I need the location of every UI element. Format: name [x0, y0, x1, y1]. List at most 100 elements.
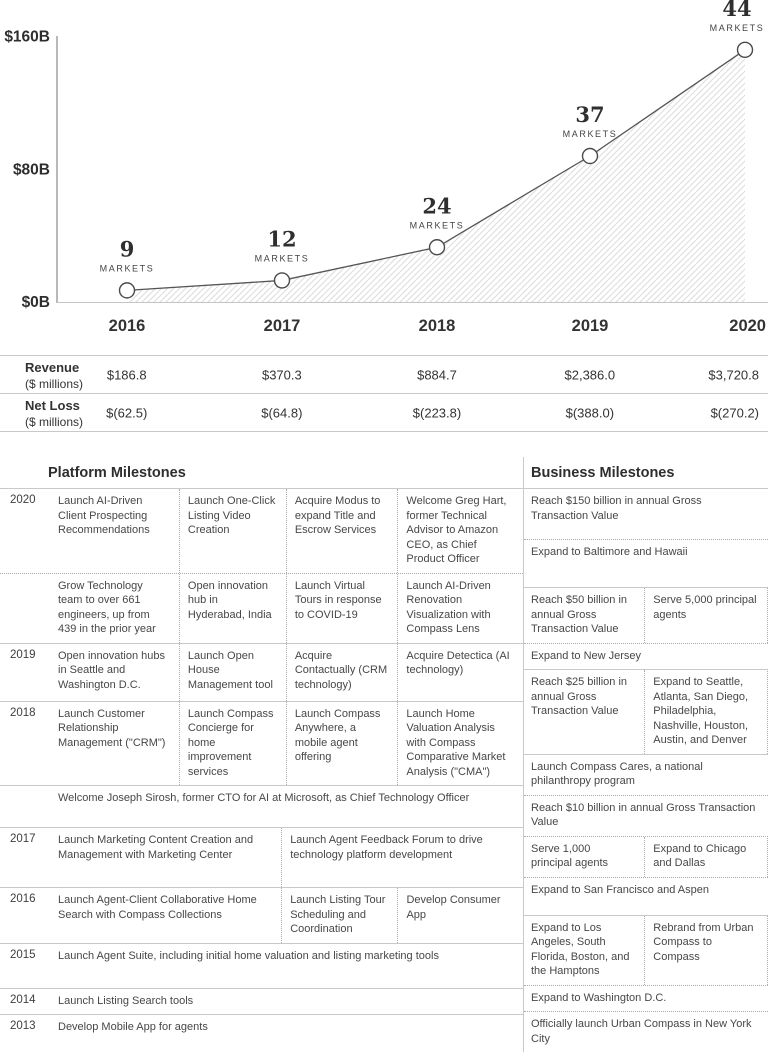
milestone-cells: Develop Mobile App for agents	[50, 1015, 523, 1041]
milestone-cell: Reach $25 billion in annual Gross Transa…	[531, 676, 628, 718]
milestone-cell: Officially launch Urban Compass in New Y…	[531, 1018, 752, 1045]
row-label: Net Loss ($ millions)	[25, 398, 83, 430]
data-point-2018	[428, 239, 446, 256]
milestone-cells: Launch Marketing Content Creation and Ma…	[50, 828, 523, 888]
milestone-cell: Launch One-Click Listing Video Creation	[178, 489, 286, 573]
value-2019: $2,386.0	[564, 367, 616, 382]
year-label: 2017	[10, 833, 36, 846]
milestone-cell: Welcome Joseph Sirosh, former CTO for AI…	[58, 792, 470, 805]
value-2016: $186.8	[106, 367, 147, 382]
milestone-cell: Launch Compass Concierge for home improv…	[178, 701, 286, 786]
markets-word-label: MARKETS	[410, 220, 465, 230]
milestone-cell: Launch Customer Relationship Management …	[58, 707, 166, 749]
milestones-section: Platform Milestones 2020 Launch AI-Driven…	[0, 457, 768, 1052]
x-axis-year-label: 2016	[109, 317, 146, 335]
business-milestone-row: Serve 1,000 principal agents Expand to Ch…	[524, 835, 768, 877]
milestone-cell: Launch AI-Driven Renovation Visualizatio…	[397, 573, 523, 643]
milestone-cell: Launch Home Valuation Analysis with Comp…	[397, 701, 523, 786]
milestone-cell: Launch Listing Search tools	[58, 994, 194, 1007]
year-label	[0, 574, 50, 643]
markets-word-label: MARKETS	[710, 23, 765, 33]
milestone-cell: Acquire Modus to expand Title and Escrow…	[285, 489, 398, 573]
business-milestones-column: Business Milestones Reach $150 billion i…	[524, 457, 768, 1052]
data-point-2019	[581, 147, 599, 165]
platform-milestone-row: Grow Technology team to over 661 enginee…	[0, 572, 523, 643]
markets-count-label: 37	[575, 102, 604, 127]
business-milestone-row: Reach $10 billion in annual Gross Transa…	[524, 794, 768, 836]
row-label-unit: ($ millions)	[25, 414, 84, 429]
milestone-cell: Rebrand from Urban Compass to Compass	[644, 915, 767, 985]
platform-milestone-row: Welcome Joseph Sirosh, former CTO for AI…	[0, 785, 523, 827]
platform-milestone-row-2017: 2017 Launch Marketing Content Creation an…	[0, 827, 523, 888]
revenue-row: Revenue ($ millions) $186.8 $370.3 $884.7 $2,…	[0, 355, 768, 393]
milestone-cell: Welcome Greg Hart, former Technical Advi…	[397, 489, 523, 573]
milestone-cell: Launch Compass Cares, a national philant…	[531, 760, 703, 788]
milestone-cells: Launch Agent Suite, including initial ho…	[50, 944, 523, 988]
y-tick-label: $160B	[4, 29, 50, 46]
financial-summary-table: Revenue ($ millions) $186.8 $370.3 $884.7 $2,…	[0, 355, 768, 432]
milestone-cell: Launch Compass Anywhere, a mobile agent …	[285, 701, 398, 786]
milestone-cells: Open innovation hubs in Seattle and Wash…	[50, 643, 523, 701]
platform-milestones-rows: 2020 Launch AI-Driven Client Prospecting …	[0, 489, 523, 1041]
value-2019: $(388.0)	[565, 405, 615, 420]
net-loss-row: Net Loss ($ millions) $(62.5) $(64.8) $(223.…	[0, 393, 768, 431]
value-2018: $884.7	[417, 367, 457, 382]
row-label-title: Net Loss	[25, 398, 80, 413]
value-2020: $(270.2)	[710, 405, 759, 420]
business-milestone-row: Expand to Los Angeles, South Florida, Bo…	[524, 914, 768, 985]
data-point-2017	[273, 272, 291, 289]
milestone-cell: Open innovation hubs in Seattle and Wash…	[58, 649, 166, 691]
markets-word-label: MARKETS	[100, 263, 155, 273]
milestone-cell: Launch AI-Driven Client Prospecting Reco…	[58, 495, 150, 537]
milestone-cell: Launch Agent Feedback Forum to drive tec…	[281, 828, 523, 888]
milestone-cell: Expand to Seattle, Atlanta, San Diego, P…	[644, 670, 767, 754]
platform-milestone-row-2015: 2015 Launch Agent Suite, including initia…	[0, 942, 523, 988]
platform-milestones-heading: Platform Milestones	[0, 457, 523, 489]
markets-count-label: 9	[120, 236, 135, 261]
data-point-2020	[736, 41, 754, 59]
platform-milestone-row-2018: 2018 Launch Customer Relationship Managem…	[0, 700, 523, 786]
x-axis-year-label: 2017	[264, 317, 301, 335]
milestone-cell: Launch Virtual Tours in response to COVI…	[285, 573, 398, 643]
markets-count-label: 44	[722, 0, 751, 21]
year-label: 2013	[10, 1020, 36, 1033]
milestone-cell: Open innovation hub in Hyderabad, India	[178, 573, 286, 643]
business-milestones-rows: Reach $150 billion in annual Gross Trans…	[524, 489, 768, 1052]
year-label: 2020	[10, 494, 36, 506]
milestone-cells: Welcome Joseph Sirosh, former CTO for AI…	[50, 786, 523, 827]
business-milestone-row: Reach $150 billion in annual Gross Trans…	[524, 489, 768, 539]
milestone-cell: Launch Agent-Client Collaborative Home S…	[58, 894, 257, 921]
value-2017: $(64.8)	[261, 405, 303, 420]
chart-content: $0B $80B $160B 9 MARKETS 2016 12 MARKETS 2017 24 M…	[4, 0, 768, 335]
markets-count-label: 12	[267, 226, 296, 251]
value-2017: $370.3	[261, 367, 302, 382]
x-axis-year-label: 2019	[572, 317, 609, 335]
milestone-cells: Launch AI-Driven Client Prospecting Reco…	[50, 489, 523, 573]
milestone-cell: Develop Mobile App for agents	[58, 1021, 208, 1034]
row-label-unit: ($ millions)	[25, 376, 84, 391]
markets-word-label: MARKETS	[255, 253, 310, 263]
milestone-cells: Launch Agent-Client Collaborative Home S…	[50, 888, 523, 943]
milestone-cell: Develop Consumer App	[397, 888, 523, 943]
year-label: 2015	[10, 948, 36, 961]
markets-word-label: MARKETS	[563, 129, 618, 139]
milestone-cells: Grow Technology team to over 661 enginee…	[50, 573, 523, 643]
area-fill	[127, 49, 745, 302]
platform-milestones-column: Platform Milestones 2020 Launch AI-Driven…	[0, 457, 524, 1052]
year-label: 2016	[10, 893, 36, 906]
milestone-cell: Expand to Baltimore and Hawaii	[531, 546, 688, 558]
milestone-cell: Grow Technology team to over 661 enginee…	[58, 579, 156, 636]
business-milestone-row: Reach $25 billion in annual Gross Transa…	[524, 669, 768, 754]
milestone-cell: Launch Agent Suite, including initial ho…	[58, 949, 439, 962]
milestone-cell: Reach $10 billion in annual Gross Transa…	[531, 801, 756, 829]
business-milestone-row: Expand to San Francisco and Aspen	[524, 876, 768, 915]
milestone-cells: Launch Customer Relationship Management …	[50, 701, 523, 786]
milestone-cell: Serve 5,000 principal agents	[644, 588, 767, 643]
markets-count-label: 24	[422, 193, 451, 218]
gtv-growth-chart: $0B $80B $160B 9 MARKETS 2016 12 MARKETS 2017 24 M…	[4, 0, 768, 335]
business-milestone-row: Expand to Baltimore and Hawaii	[524, 539, 768, 587]
milestone-cell: Expand to Washington D.C.	[531, 991, 667, 1004]
milestone-cell: Launch Open House Management tool	[178, 643, 286, 701]
milestone-cell: Expand to New Jersey	[531, 649, 642, 662]
value-2018: $(223.8)	[412, 405, 462, 420]
